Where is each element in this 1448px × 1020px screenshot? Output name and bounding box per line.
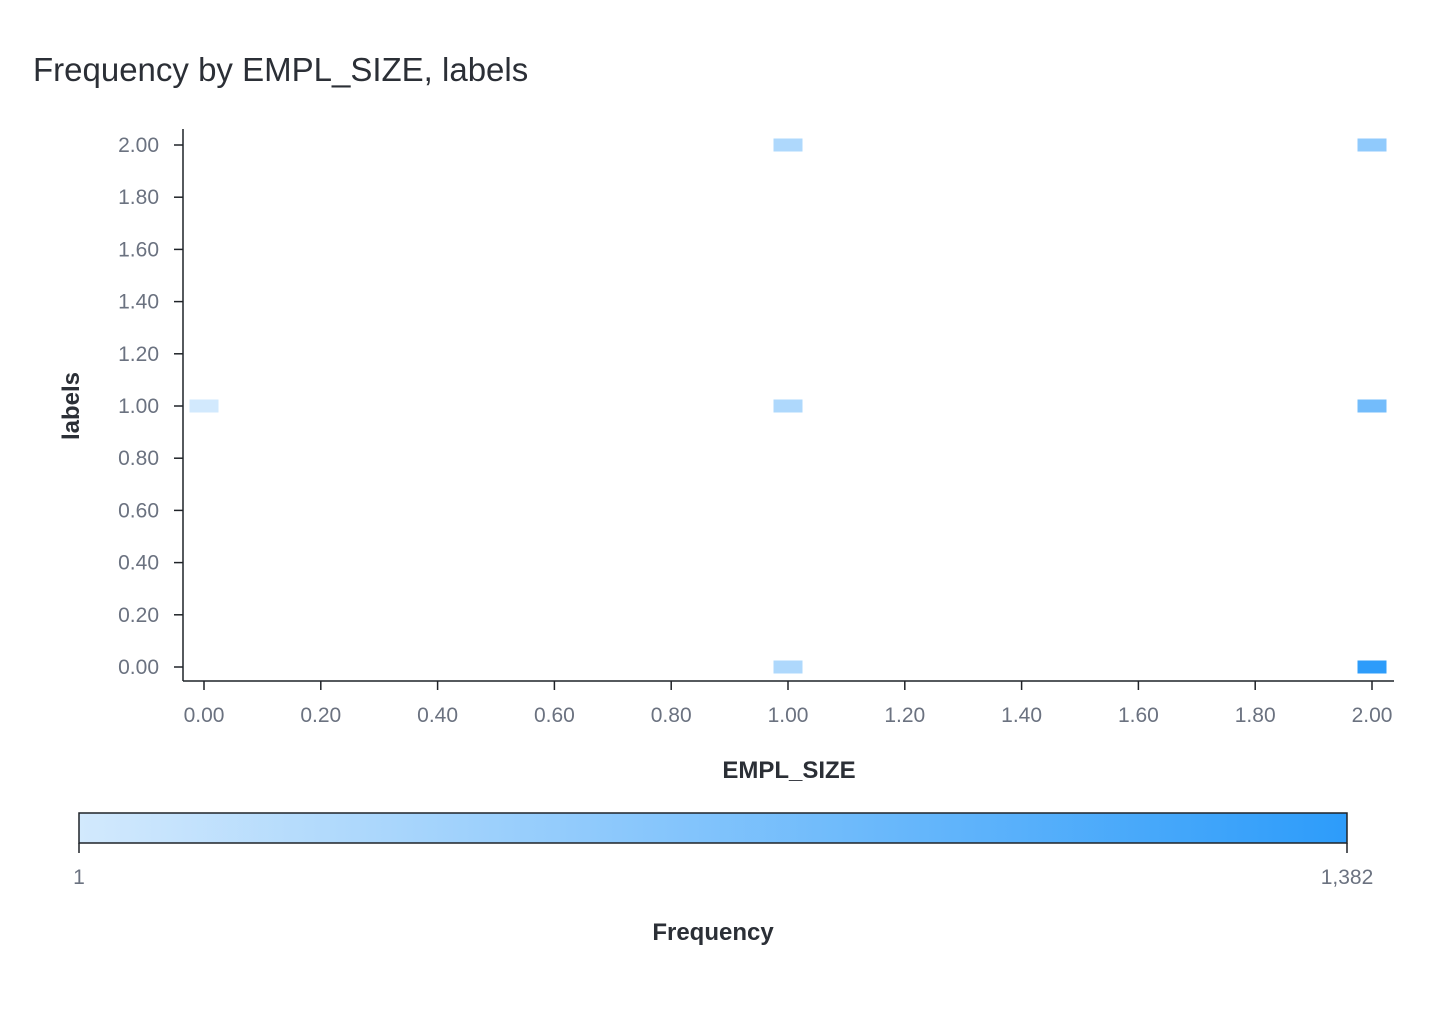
x-tick-label: 0.40 bbox=[417, 704, 458, 727]
heatmap-cell bbox=[773, 399, 803, 413]
heatmap-cell bbox=[1357, 399, 1387, 413]
x-tick-label: 1.20 bbox=[884, 704, 925, 727]
y-tick-label: 1.80 bbox=[118, 186, 159, 209]
x-tick-label: 1.60 bbox=[1118, 704, 1159, 727]
colorbar-title: Frequency bbox=[652, 919, 774, 946]
y-axis-title: labels bbox=[58, 372, 85, 440]
x-tick-label: 1.40 bbox=[1001, 704, 1042, 727]
x-tick-label: 0.60 bbox=[534, 704, 575, 727]
x-tick-label: 0.00 bbox=[184, 704, 225, 727]
x-tick-label: 0.80 bbox=[651, 704, 692, 727]
x-tick-label: 2.00 bbox=[1352, 704, 1393, 727]
heatmap-cell bbox=[1357, 138, 1387, 152]
colorbar-gradient bbox=[78, 812, 1348, 844]
y-tick-label: 2.00 bbox=[118, 134, 159, 157]
y-tick-label: 0.20 bbox=[118, 604, 159, 627]
y-tick-label: 1.40 bbox=[118, 291, 159, 314]
x-tick-label: 1.80 bbox=[1235, 704, 1276, 727]
colorbar-max-label: 1,382 bbox=[1321, 866, 1374, 889]
colorbar: 1 1,382 Frequency bbox=[73, 812, 1374, 946]
x-axis: 0.00 0.20 0.40 0.60 0.80 1.00 1.20 1.40 1.60 1.80… bbox=[183, 680, 1394, 727]
y-tick-label: 1.00 bbox=[118, 395, 159, 418]
heatmap-cell bbox=[773, 138, 803, 152]
y-tick-label: 0.00 bbox=[118, 656, 159, 679]
y-tick-label: 0.40 bbox=[118, 552, 159, 575]
heatmap-cell bbox=[189, 399, 219, 413]
plot-area bbox=[189, 138, 1387, 674]
chart-title: Frequency by EMPL_SIZE, labels bbox=[33, 51, 528, 88]
y-tick-label: 1.60 bbox=[118, 238, 159, 261]
x-tick-label: 1.00 bbox=[768, 704, 809, 727]
heatmap-cell bbox=[773, 660, 803, 674]
y-axis: 0.00 0.20 0.40 0.60 0.80 1.00 1.20 1.40 1.60 1.80… bbox=[118, 129, 184, 681]
colorbar-min-label: 1 bbox=[73, 866, 85, 889]
y-tick-label: 1.20 bbox=[118, 343, 159, 366]
y-tick-label: 0.60 bbox=[118, 499, 159, 522]
y-tick-label: 0.80 bbox=[118, 447, 159, 470]
heatmap-cell bbox=[1357, 660, 1387, 674]
x-tick-label: 0.20 bbox=[300, 704, 341, 727]
x-axis-title: EMPL_SIZE bbox=[722, 757, 855, 784]
